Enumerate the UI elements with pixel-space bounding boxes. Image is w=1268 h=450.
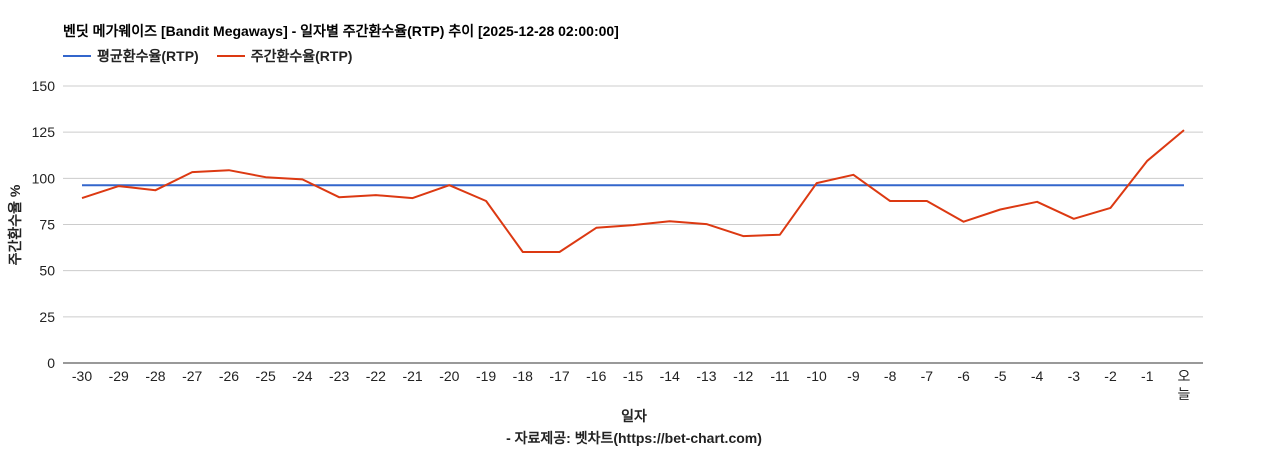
data-source-credit: - 자료제공: 벳차트(https://bet-chart.com) — [506, 430, 762, 446]
y-tick-label: 150 — [32, 78, 56, 94]
x-tick-label: -30 — [72, 368, 92, 384]
x-tick-label: -15 — [623, 368, 643, 384]
x-tick-label: -20 — [439, 368, 459, 384]
legend-swatch-blue-line-icon — [63, 55, 91, 57]
x-axis-ticks: -30 -29 -28 -27 -26 -25 -24 -23 -22 -21 -20 -19 -18-… — [72, 368, 1191, 402]
y-tick-label: 100 — [32, 170, 56, 186]
data-series — [81, 129, 1185, 253]
chart-legend: 평균환수율(RTP) 주간환수율(RTP) — [63, 46, 352, 66]
x-tick-label: -19 — [476, 368, 496, 384]
x-tick-label: -11 — [770, 368, 789, 384]
x-tick-label: -27 — [182, 368, 202, 384]
y-tick-label: 75 — [39, 217, 55, 233]
x-tick-label: -12 — [733, 368, 753, 384]
y-tick-label: 25 — [39, 309, 55, 325]
gridlines — [63, 85, 1203, 364]
x-tick-label: -3 — [1068, 368, 1081, 384]
y-tick-label: 50 — [39, 263, 55, 279]
x-tick-label: -1 — [1141, 368, 1154, 384]
x-tick-label: -10 — [807, 368, 827, 384]
x-tick-label: 오 — [1178, 368, 1191, 384]
x-tick-label: -17 — [549, 368, 569, 384]
x-tick-label: -8 — [884, 368, 897, 384]
chart-title: 벤딧 메가웨이즈 [Bandit Megaways] - 일자별 주간환수율(R… — [63, 23, 619, 39]
x-tick-label: -26 — [219, 368, 239, 384]
legend-label: 주간환수율(RTP) — [250, 48, 353, 64]
x-axis-label: 일자 — [621, 408, 647, 424]
x-tick-label: -5 — [994, 368, 1007, 384]
x-tick-label: 늘 — [1178, 386, 1191, 402]
x-tick-label: -7 — [921, 368, 934, 384]
x-tick-label: -22 — [366, 368, 386, 384]
y-axis-ticks: 0 25 50 75 100 125 150 — [32, 78, 56, 371]
weekly-rtp-line[interactable] — [81, 129, 1185, 253]
y-axis-label: 주간환수율 % — [7, 184, 23, 265]
y-tick-label: 0 — [47, 355, 55, 371]
x-tick-label: -18 — [513, 368, 533, 384]
x-tick-label: -25 — [256, 368, 276, 384]
x-tick-label: -9 — [847, 368, 860, 384]
y-tick-label: 125 — [32, 124, 56, 140]
x-tick-label: -16 — [586, 368, 606, 384]
legend-item-average-rtp[interactable]: 평균환수율(RTP) — [63, 46, 199, 66]
x-tick-label: -6 — [957, 368, 970, 384]
x-tick-label: -29 — [109, 368, 129, 384]
x-tick-label: -24 — [292, 368, 312, 384]
legend-swatch-red-line-icon — [216, 55, 245, 57]
x-tick-label: -13 — [696, 368, 716, 384]
x-tick-label: -14 — [660, 368, 680, 384]
x-tick-label: -23 — [329, 368, 349, 384]
x-tick-label: -28 — [145, 368, 165, 384]
x-tick-label: -2 — [1104, 368, 1117, 384]
legend-item-weekly-rtp[interactable]: 주간환수율(RTP) — [216, 46, 353, 66]
legend-label: 평균환수율(RTP) — [97, 48, 199, 64]
x-tick-label: -4 — [1031, 368, 1044, 384]
x-tick-label: -21 — [402, 368, 422, 384]
